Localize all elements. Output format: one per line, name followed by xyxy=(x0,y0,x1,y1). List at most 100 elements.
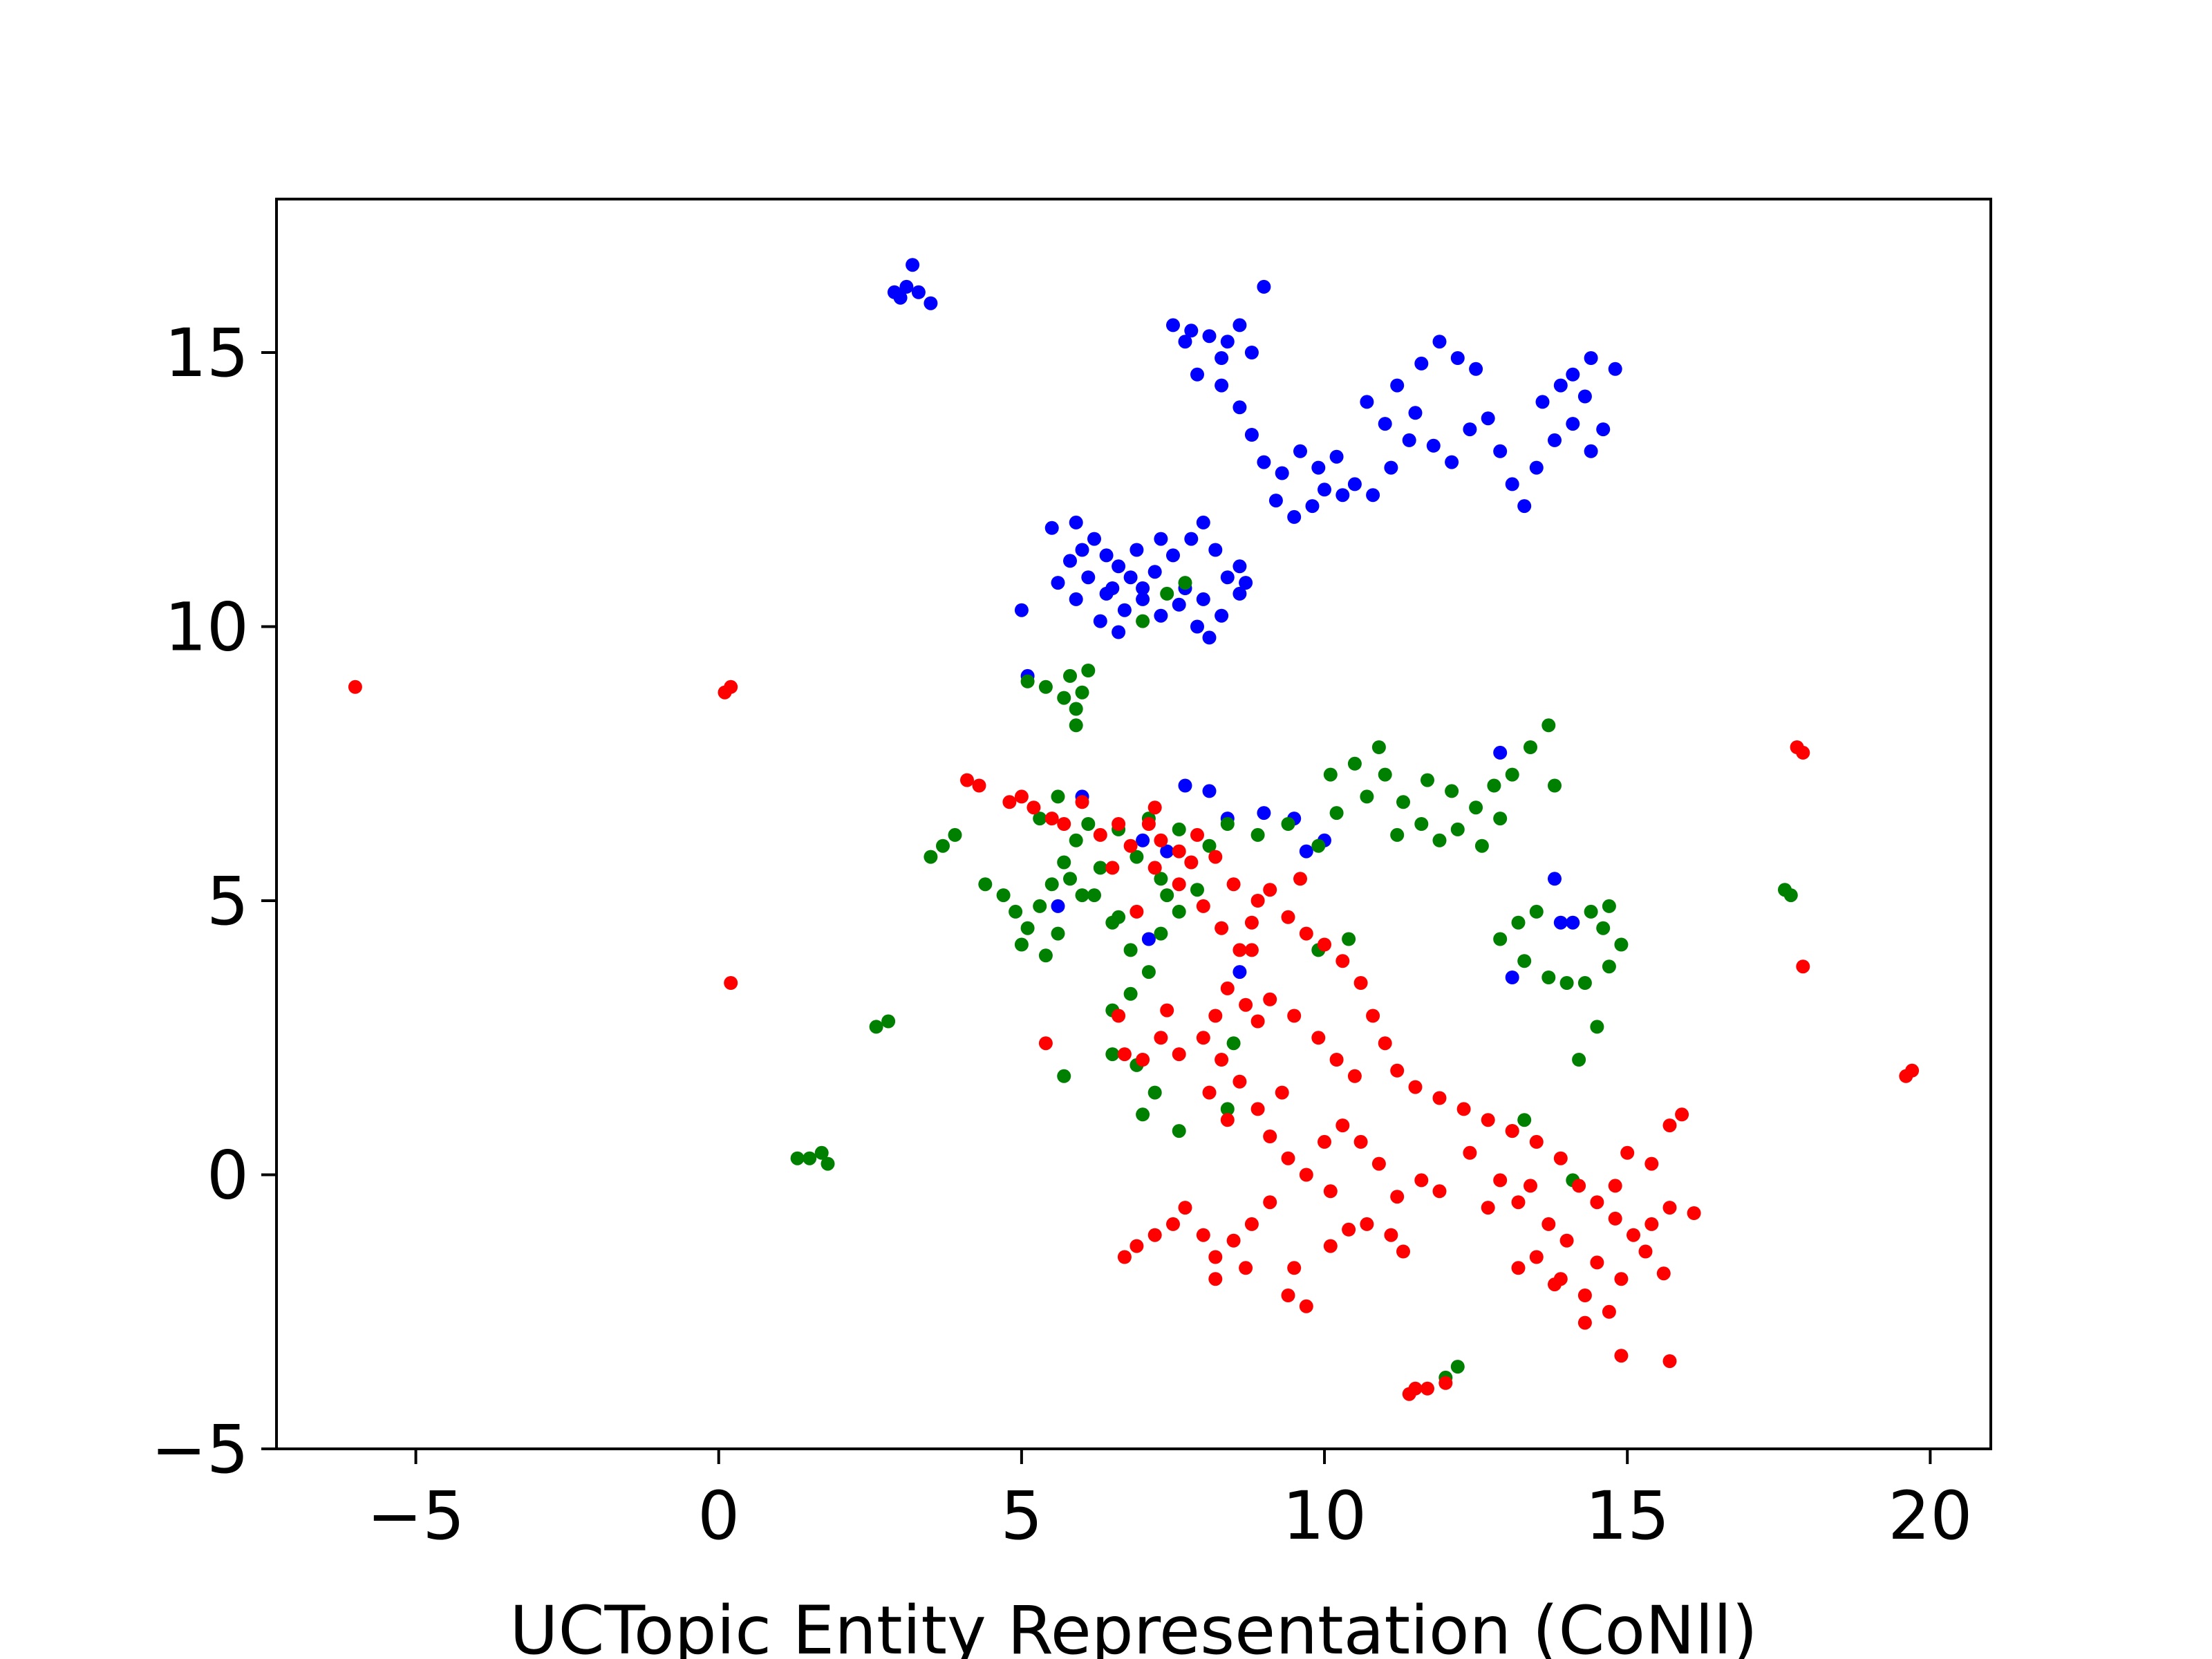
data-point xyxy=(1178,576,1192,590)
data-point xyxy=(1208,850,1223,864)
data-point xyxy=(960,773,974,787)
data-point xyxy=(1353,976,1368,990)
data-point xyxy=(1130,850,1144,864)
data-point xyxy=(1112,559,1126,574)
data-point xyxy=(1044,812,1059,826)
data-point xyxy=(1220,335,1235,349)
data-point xyxy=(1602,899,1616,913)
data-point xyxy=(1360,395,1374,409)
data-point xyxy=(1057,691,1071,705)
data-point xyxy=(1239,576,1253,590)
data-point xyxy=(1390,827,1405,842)
data-point xyxy=(1154,833,1168,847)
data-point xyxy=(1136,581,1150,595)
data-point xyxy=(1378,767,1392,782)
data-point xyxy=(1687,1206,1701,1220)
data-point xyxy=(1414,356,1429,371)
data-point xyxy=(1644,1217,1659,1231)
data-point xyxy=(1014,937,1029,952)
data-point xyxy=(1517,1113,1532,1127)
data-point xyxy=(1548,872,1562,886)
data-point xyxy=(1002,795,1017,809)
data-point xyxy=(1196,1031,1210,1045)
data-point xyxy=(1172,877,1186,892)
data-point xyxy=(1208,1250,1223,1264)
data-point xyxy=(1184,855,1199,870)
data-point xyxy=(1414,1173,1429,1188)
data-point xyxy=(1450,351,1465,365)
data-point xyxy=(869,1020,883,1034)
data-point xyxy=(1014,789,1029,804)
data-point xyxy=(1220,1113,1235,1127)
data-point xyxy=(1572,1179,1586,1193)
data-point xyxy=(1226,1036,1241,1051)
data-point xyxy=(1093,614,1107,628)
data-point xyxy=(1244,346,1259,359)
data-point xyxy=(1250,1102,1265,1116)
data-point xyxy=(1117,1047,1132,1062)
data-point xyxy=(1524,740,1537,754)
data-point xyxy=(1371,1156,1386,1171)
data-point xyxy=(924,296,938,310)
data-point xyxy=(1311,1031,1326,1045)
data-point xyxy=(1130,543,1144,557)
data-point xyxy=(1075,685,1089,700)
data-point xyxy=(1311,460,1326,475)
data-point xyxy=(1081,570,1096,585)
data-point xyxy=(1075,543,1089,557)
data-point xyxy=(803,1151,817,1165)
data-point xyxy=(1796,959,1810,974)
data-point xyxy=(1244,428,1259,442)
data-point xyxy=(1123,570,1138,585)
data-point xyxy=(996,888,1011,903)
data-point xyxy=(1208,1009,1223,1023)
data-point xyxy=(1202,1085,1217,1100)
data-point xyxy=(1117,603,1132,617)
data-point xyxy=(1505,1124,1519,1138)
data-point xyxy=(1602,959,1616,974)
data-point xyxy=(1178,778,1192,793)
data-point xyxy=(1287,509,1302,524)
data-point xyxy=(1220,817,1235,831)
data-point xyxy=(1577,976,1592,990)
data-point xyxy=(1390,1063,1405,1078)
data-point xyxy=(1596,422,1611,437)
data-point xyxy=(790,1151,805,1165)
data-point xyxy=(1069,718,1083,733)
data-point xyxy=(924,850,938,864)
data-point xyxy=(1675,1107,1689,1122)
data-point xyxy=(1196,1228,1210,1242)
data-point xyxy=(1184,532,1199,546)
data-point xyxy=(814,1145,829,1160)
data-point xyxy=(1342,1222,1356,1237)
data-point xyxy=(1202,630,1217,645)
data-point xyxy=(1063,668,1077,683)
data-point xyxy=(1232,400,1247,415)
data-point xyxy=(1553,378,1568,393)
data-point xyxy=(1566,367,1580,382)
data-point xyxy=(1469,362,1483,376)
data-point xyxy=(1093,861,1107,875)
y-tick-label: 5 xyxy=(207,863,249,940)
data-point xyxy=(1232,559,1247,574)
data-point xyxy=(1456,1102,1471,1116)
x-axis-title: UCTopic Entity Representation (CoNll) xyxy=(509,1592,1757,1659)
data-point xyxy=(1347,1069,1362,1083)
data-point xyxy=(1202,329,1217,344)
data-point xyxy=(1577,1315,1592,1330)
data-point xyxy=(1220,981,1235,995)
data-point xyxy=(1408,406,1423,420)
data-point xyxy=(1178,1201,1192,1215)
data-point xyxy=(1432,833,1447,847)
y-tick-label: 10 xyxy=(165,589,249,666)
data-point xyxy=(1481,1201,1495,1215)
data-point xyxy=(1608,1211,1622,1226)
data-point xyxy=(1656,1266,1671,1281)
data-point xyxy=(1141,965,1156,980)
data-point xyxy=(1215,351,1229,365)
data-point xyxy=(1215,608,1229,623)
data-point xyxy=(1232,965,1247,980)
data-point xyxy=(1305,499,1320,514)
data-point xyxy=(1590,1020,1604,1034)
